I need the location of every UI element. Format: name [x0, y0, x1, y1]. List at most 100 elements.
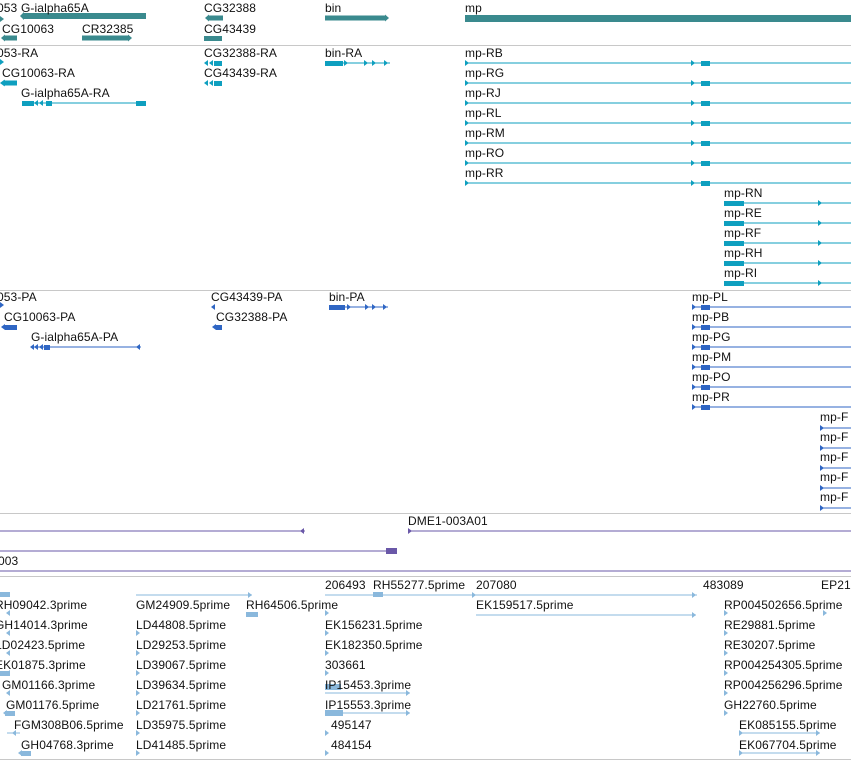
strand-arrow-left[interactable]: [12, 730, 16, 736]
protein-label[interactable]: mp-F: [820, 470, 849, 484]
est-label[interactable]: RP004254305.5prime: [724, 658, 843, 672]
strand-arrow-right[interactable]: [325, 750, 329, 756]
protein-label[interactable]: mp-F: [820, 450, 849, 464]
strand-arrow-right[interactable]: [691, 120, 695, 126]
transcript-label[interactable]: CG10063-RA: [2, 66, 76, 80]
gene-label[interactable]: CG10063: [2, 22, 55, 36]
strand-arrow-left[interactable]: [204, 60, 208, 66]
strand-arrow-right[interactable]: [818, 220, 822, 226]
exon-block[interactable]: [701, 325, 710, 330]
est-label[interactable]: EK156231.5prime: [325, 618, 423, 632]
transcript-label[interactable]: CG43439-RA: [204, 66, 278, 80]
strand-arrow-right[interactable]: [691, 140, 695, 146]
transcript-label[interactable]: G-ialpha65A-RA: [21, 86, 110, 100]
exon-block[interactable]: [214, 61, 222, 66]
strand-arrow-right[interactable]: [383, 304, 387, 310]
strand-arrow-right[interactable]: [739, 730, 743, 736]
strand-arrow-right[interactable]: [692, 364, 696, 370]
protein-label[interactable]: mp-PL: [692, 290, 728, 304]
est-label[interactable]: EK067704.5prime: [739, 738, 837, 752]
est-label[interactable]: 207080: [476, 578, 517, 592]
strand-arrow-right[interactable]: [818, 200, 822, 206]
exon-block[interactable]: [465, 15, 851, 22]
est-label[interactable]: LD39067.5prime: [136, 658, 227, 672]
strand-arrow-left[interactable]: [20, 12, 24, 20]
exon-block[interactable]: [0, 671, 10, 676]
strand-arrow-right[interactable]: [406, 690, 410, 696]
strand-arrow-left[interactable]: [6, 630, 10, 636]
est-label[interactable]: RH55277.5prime: [373, 578, 466, 592]
exon-block[interactable]: [22, 101, 34, 106]
strand-arrow-right[interactable]: [0, 302, 4, 308]
gene-label[interactable]: G-ialpha65A: [21, 1, 89, 15]
strand-arrow-left[interactable]: [34, 344, 38, 350]
strand-arrow-right[interactable]: [136, 750, 140, 756]
gene-label[interactable]: CG43439: [204, 22, 257, 36]
strand-arrow-left[interactable]: [18, 750, 22, 756]
exon-block[interactable]: [701, 81, 710, 86]
strand-arrow-right[interactable]: [820, 465, 824, 471]
transcript-label[interactable]: mp-RM: [465, 126, 505, 140]
est-label[interactable]: GH04768.3prime: [21, 738, 114, 752]
strand-arrow-left[interactable]: [34, 100, 38, 106]
strand-arrow-right[interactable]: [823, 610, 827, 616]
strand-arrow-right[interactable]: [372, 304, 376, 310]
est-label[interactable]: GM01166.3prime: [2, 678, 96, 692]
strand-arrow-right[interactable]: [465, 180, 469, 186]
exon-block[interactable]: [0, 592, 10, 597]
strand-arrow-right[interactable]: [692, 344, 696, 350]
est-label[interactable]: LD41485.5prime: [136, 738, 227, 752]
exon-block[interactable]: [5, 711, 15, 716]
est-label[interactable]: LD35975.5prime: [136, 718, 227, 732]
strand-arrow-right[interactable]: [816, 750, 820, 756]
transcript-label[interactable]: mp-RB: [465, 46, 503, 60]
clone-label[interactable]: DME1-003A01: [408, 514, 488, 528]
est-label[interactable]: EP21: [821, 578, 851, 592]
protein-label[interactable]: mp-PM: [692, 350, 732, 364]
exon-block[interactable]: [325, 15, 385, 21]
exon-block[interactable]: [701, 365, 710, 370]
gene-label[interactable]: CR32385: [82, 22, 134, 36]
protein-label[interactable]: mp-PB: [692, 310, 730, 324]
transcript-label[interactable]: mp-RR: [465, 166, 504, 180]
exon-block[interactable]: [724, 281, 744, 286]
est-label[interactable]: RH09042.3prime: [0, 598, 88, 612]
est-label[interactable]: GH14014.3prime: [0, 618, 88, 632]
protein-label[interactable]: mp-PO: [692, 370, 731, 384]
exon-block[interactable]: [701, 101, 710, 106]
transcript-label[interactable]: mp-RF: [724, 226, 762, 240]
transcript-label[interactable]: mp-RL: [465, 106, 502, 120]
est-label[interactable]: RH64506.5prime: [246, 598, 339, 612]
exon-block[interactable]: [82, 35, 128, 41]
gene-label[interactable]: 053: [0, 1, 18, 15]
strand-arrow-left[interactable]: [6, 690, 10, 696]
est-label[interactable]: EK01875.3prime: [0, 658, 86, 672]
strand-arrow-right[interactable]: [136, 670, 140, 676]
strand-arrow-right[interactable]: [691, 160, 695, 166]
strand-arrow-left[interactable]: [39, 100, 43, 106]
strand-arrow-right[interactable]: [372, 60, 376, 66]
strand-arrow-right[interactable]: [465, 120, 469, 126]
exon-block[interactable]: [5, 325, 17, 330]
protein-label[interactable]: mp-F: [820, 430, 849, 444]
strand-arrow-right[interactable]: [691, 60, 695, 66]
strand-arrow-right[interactable]: [818, 240, 822, 246]
strand-arrow-right[interactable]: [724, 610, 728, 616]
strand-arrow-right[interactable]: [724, 650, 728, 656]
gene-label[interactable]: bin: [325, 1, 342, 15]
strand-arrow-right[interactable]: [691, 180, 695, 186]
transcript-label[interactable]: mp-RI: [724, 266, 758, 280]
est-label[interactable]: RE30207.5prime: [724, 638, 816, 652]
strand-arrow-right[interactable]: [691, 80, 695, 86]
exon-block[interactable]: [204, 36, 222, 41]
strand-arrow-right[interactable]: [724, 670, 728, 676]
protein-label[interactable]: mp-F: [820, 490, 849, 504]
exon-block[interactable]: [373, 592, 383, 597]
strand-arrow-right[interactable]: [818, 260, 822, 266]
protein-label[interactable]: CG10063-PA: [4, 310, 76, 324]
est-label[interactable]: 484154: [331, 738, 372, 752]
strand-arrow-right[interactable]: [692, 304, 696, 310]
exon-block[interactable]: [724, 241, 744, 246]
est-label[interactable]: GH22760.5prime: [724, 698, 817, 712]
est-label[interactable]: 483089: [703, 578, 744, 592]
